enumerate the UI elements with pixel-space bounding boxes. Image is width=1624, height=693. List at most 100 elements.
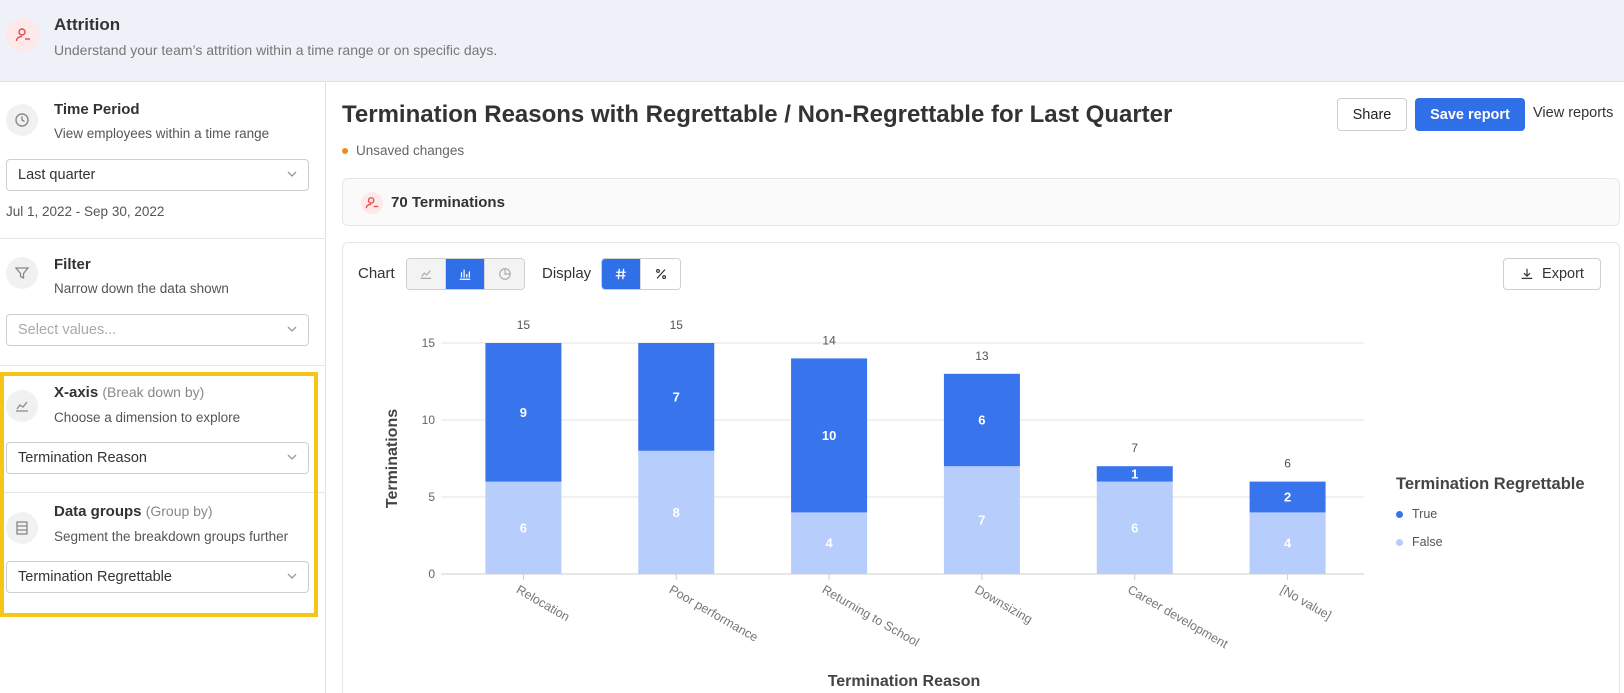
bar-segment-false (638, 450, 715, 574)
bar-value-label: 7 (673, 389, 680, 404)
legend-label-false: False (1412, 535, 1443, 549)
filter-title: Filter (54, 256, 91, 273)
terminations-summary: 70 Terminations (342, 178, 1620, 226)
x-axis-section: X-axis (Break down by) Choose a dimensio… (0, 372, 326, 492)
chevron-down-icon (286, 570, 298, 586)
bar-value-label: 1 (1131, 466, 1138, 481)
chevron-down-icon (286, 323, 298, 339)
bar-segment-false (791, 512, 868, 574)
bar-segment-false (485, 481, 562, 574)
bar-segment-true (485, 343, 562, 482)
page-header: Attrition Understand your team’s attriti… (0, 0, 1624, 82)
legend-label-true: True (1412, 507, 1438, 521)
x-tick-label: Poor performance (667, 582, 761, 644)
x-tick-label: Returning to School (820, 582, 922, 649)
bar-chart-icon (459, 269, 471, 280)
filter-section: Filter Narrow down the data shown Select… (0, 239, 326, 359)
divider (0, 365, 326, 366)
table-icon (6, 512, 38, 544)
legend-title: Termination Regrettable (1396, 475, 1585, 493)
time-period-section: Time Period View employees within a time… (0, 82, 326, 237)
filter-placeholder: Select values... (18, 322, 117, 338)
unsaved-text: Unsaved changes (356, 143, 465, 158)
bar-value-label: 10 (822, 428, 836, 443)
hash-icon (615, 268, 626, 280)
page-subtitle: Understand your team’s attrition within … (54, 42, 498, 58)
divider (0, 492, 326, 493)
display-label: Display (542, 265, 592, 282)
user-minus-icon (361, 192, 383, 214)
bar-value-label: 2 (1284, 490, 1291, 505)
clock-icon (6, 104, 38, 136)
bar-total-label: 15 (517, 318, 531, 332)
share-button[interactable]: Share (1337, 98, 1407, 131)
unsaved-dot (342, 147, 348, 154)
chart-type-toggle (406, 258, 525, 290)
unsaved-indicator: Unsaved changes (342, 143, 464, 158)
x-axis-label: Termination Reason (828, 673, 981, 690)
line-chart-icon (6, 390, 38, 422)
bar-segment-true (1249, 481, 1326, 513)
data-groups-select[interactable]: Termination Regrettable (6, 561, 309, 593)
bar-chart-option[interactable] (446, 259, 485, 289)
x-tick-label: Downsizing (972, 582, 1034, 626)
bar-segment-true (943, 373, 1020, 467)
bar-value-label: 4 (1284, 536, 1292, 551)
bar-total-label: 13 (975, 349, 989, 363)
user-minus-icon (6, 18, 40, 52)
bar-segment-false (1096, 481, 1173, 574)
pie-chart-icon (498, 268, 511, 280)
pie-chart-option[interactable] (485, 259, 524, 289)
chart-type-label: Chart (358, 265, 395, 282)
data-groups-description: Segment the breakdown groups further (54, 529, 289, 544)
legend-item-false[interactable]: False (1396, 535, 1443, 549)
y-tick-label: 15 (422, 336, 436, 350)
bar-total-label: 15 (670, 318, 684, 332)
data-groups-title-text: Data groups (54, 503, 142, 520)
x-axis-select[interactable]: Termination Reason (6, 442, 309, 474)
bar-segment-false (1249, 512, 1326, 574)
divider (0, 238, 326, 239)
bar-value-label: 6 (1131, 520, 1138, 535)
display-mode-toggle (601, 258, 681, 290)
x-tick-label: Relocation (514, 582, 572, 624)
line-chart-option[interactable] (407, 259, 446, 289)
data-groups-hint: (Group by) (145, 503, 213, 519)
legend-swatch-true (1396, 510, 1403, 518)
bar-total-label: 7 (1131, 441, 1138, 455)
x-axis-hint: (Break down by) (102, 384, 205, 400)
line-chart-icon (420, 270, 432, 279)
highlight-box (0, 372, 318, 617)
export-button[interactable]: Export (1503, 258, 1601, 290)
x-tick-label: [No value] (1278, 582, 1334, 622)
save-report-button[interactable]: Save report (1415, 98, 1525, 131)
bar-segment-true (1096, 466, 1173, 482)
x-tick-label: Career development (1125, 582, 1231, 651)
export-label: Export (1542, 266, 1584, 282)
x-axis-title-text: X-axis (54, 384, 99, 401)
legend-item-true[interactable]: True (1396, 507, 1437, 521)
display-percent-option[interactable] (641, 259, 680, 289)
bar-value-label: 7 (978, 513, 985, 528)
percent-icon (655, 268, 666, 280)
terminations-count: 70 Terminations (391, 194, 505, 211)
bar-value-label: 6 (978, 413, 985, 428)
x-axis-title: X-axis (Break down by) (54, 384, 204, 401)
view-reports-link[interactable]: View reports (1533, 105, 1614, 121)
x-axis-description: Choose a dimension to explore (54, 410, 241, 425)
bar-total-label: 14 (822, 333, 836, 347)
x-axis-value: Termination Reason (18, 450, 147, 466)
chevron-down-icon (286, 168, 298, 184)
bar-value-label: 9 (520, 405, 527, 420)
bar-value-label: 4 (825, 536, 833, 551)
display-count-option[interactable] (602, 259, 641, 289)
download-icon (1521, 268, 1533, 279)
y-tick-label: 0 (428, 567, 435, 581)
data-groups-title: Data groups (Group by) (54, 503, 213, 520)
bar-segment-false (943, 466, 1020, 574)
filter-select[interactable]: Select values... (6, 314, 309, 346)
bar-total-label: 6 (1284, 457, 1291, 471)
time-period-select[interactable]: Last quarter (6, 159, 309, 191)
bar-value-label: 6 (520, 520, 527, 535)
